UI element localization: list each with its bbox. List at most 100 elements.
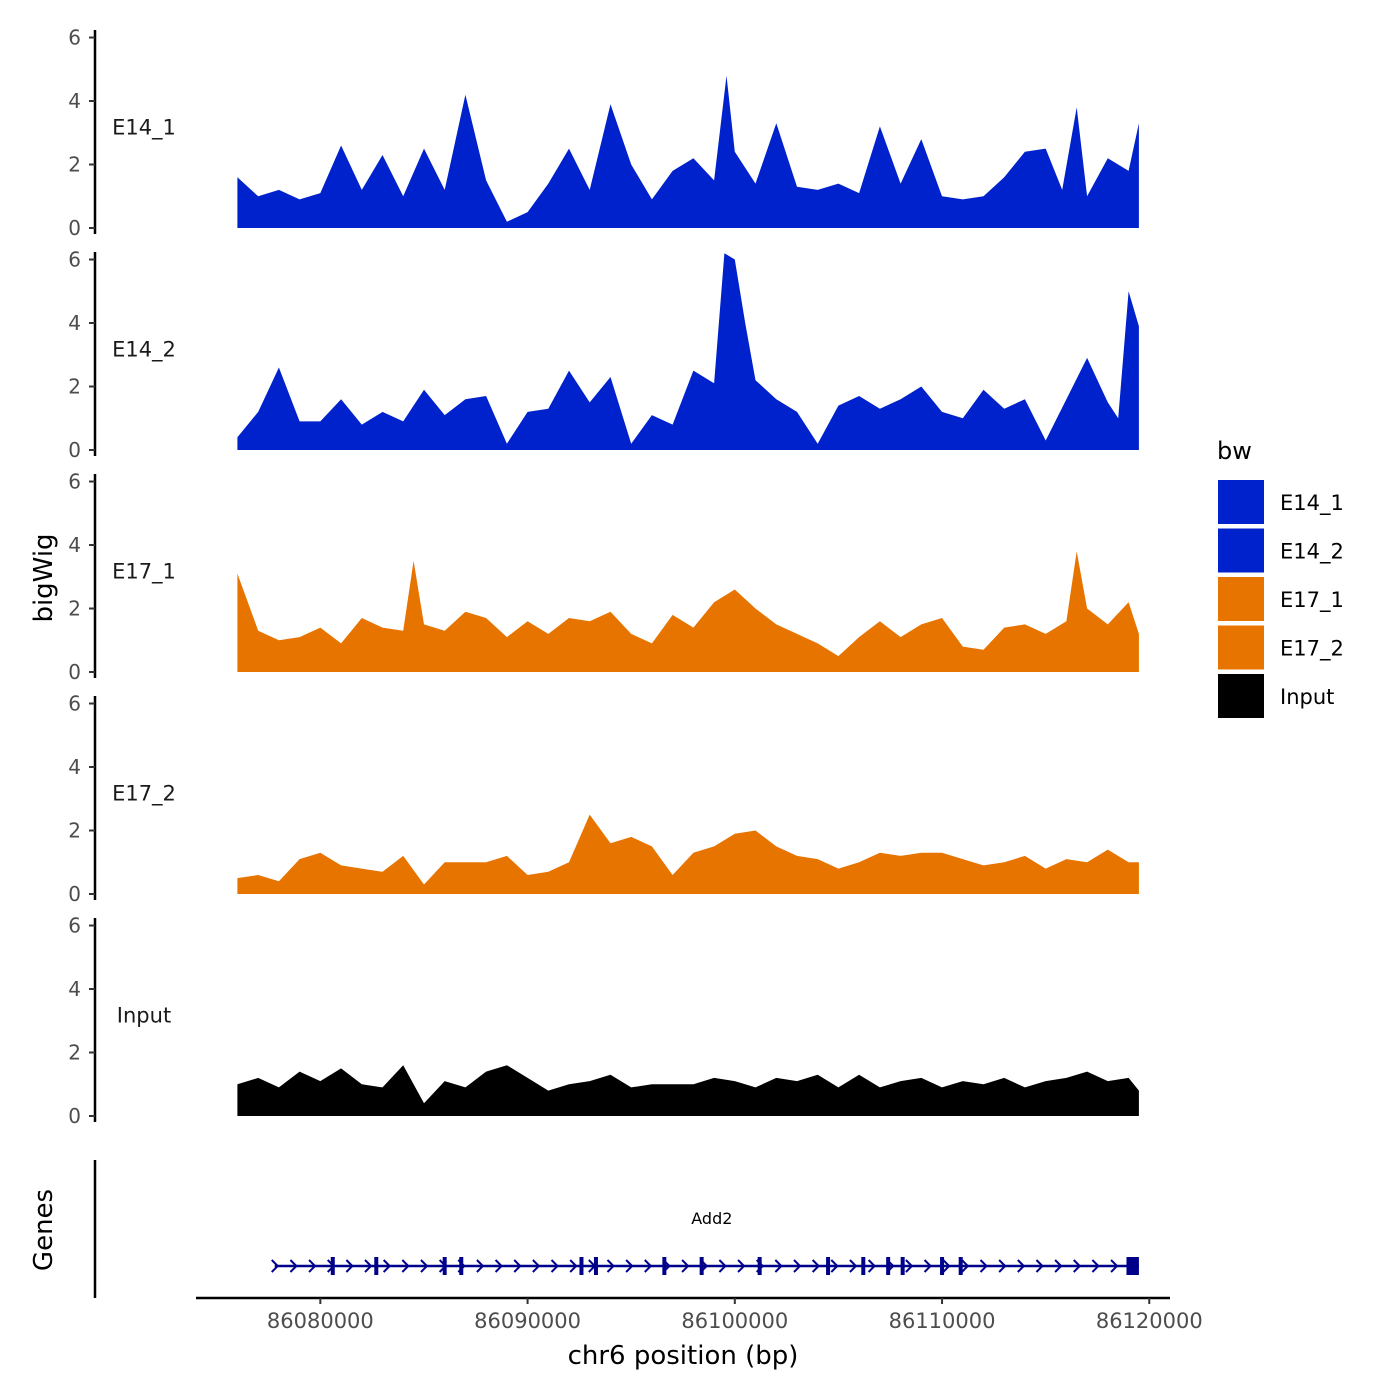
legend-label: E17_2 xyxy=(1280,637,1344,662)
y-axis-label: bigWig xyxy=(29,533,59,622)
gene-exon xyxy=(459,1257,464,1275)
gene-exon xyxy=(330,1257,335,1275)
strand-arrow xyxy=(942,1259,951,1273)
track-label: Input xyxy=(117,1003,171,1027)
track-label: E14_1 xyxy=(112,115,176,140)
gene-exon xyxy=(442,1257,447,1275)
signal-area-e17-1 xyxy=(237,551,1139,672)
signal-area-e17-2 xyxy=(237,814,1139,894)
y-tick-label: 0 xyxy=(68,438,81,462)
x-tick-label: 86090000 xyxy=(474,1309,581,1333)
legend-key-e14-1 xyxy=(1218,480,1264,524)
x-tick-label: 86100000 xyxy=(681,1309,788,1333)
y-tick-label: 2 xyxy=(68,597,81,621)
strand-arrow xyxy=(1110,1259,1119,1273)
signal-area-e14-1 xyxy=(237,75,1139,228)
y-tick-label: 4 xyxy=(68,977,81,1001)
y-tick-label: 4 xyxy=(68,755,81,779)
x-tick-label: 86110000 xyxy=(889,1309,996,1333)
track-panel-e17-1: 0 2 4 6 E17_1 xyxy=(68,470,1139,684)
gene-exon xyxy=(826,1257,831,1275)
signal-area-input xyxy=(237,1065,1139,1116)
y-tick-label: 0 xyxy=(68,882,81,906)
strand-arrow xyxy=(1091,1259,1100,1273)
track-panel-e14-2: 0 2 4 6 E14_2 xyxy=(68,248,1139,462)
gene-exon xyxy=(699,1257,704,1275)
strand-arrow xyxy=(998,1259,1007,1273)
strand-arrow xyxy=(345,1259,354,1273)
gene-exon xyxy=(662,1257,667,1275)
gene-exon xyxy=(886,1257,891,1275)
genes-track-label: Genes xyxy=(29,1189,59,1271)
strand-arrow xyxy=(1035,1259,1044,1273)
strand-arrow xyxy=(382,1259,392,1273)
strand-arrow xyxy=(961,1259,970,1273)
strand-arrow xyxy=(1054,1259,1063,1273)
strand-arrow xyxy=(774,1259,783,1273)
legend-key-input xyxy=(1218,674,1264,718)
y-tick-label: 4 xyxy=(68,311,81,335)
gene-exon xyxy=(958,1257,963,1275)
strand-arrow xyxy=(1017,1259,1026,1273)
gene-utr-block xyxy=(1126,1257,1139,1275)
y-tick-label: 4 xyxy=(68,533,81,557)
strand-arrow xyxy=(625,1259,634,1273)
y-tick-label: 0 xyxy=(68,1104,81,1128)
y-tick-label: 0 xyxy=(68,216,81,240)
y-tick-label: 6 xyxy=(68,470,81,494)
strand-arrow xyxy=(606,1259,615,1273)
gene-exon xyxy=(940,1257,945,1275)
track-label: E17_1 xyxy=(112,559,176,584)
strand-arrow xyxy=(271,1259,280,1273)
legend-title: bw xyxy=(1217,437,1252,465)
legend-label: E14_1 xyxy=(1280,491,1344,516)
strand-arrow xyxy=(737,1259,746,1273)
strand-arrow xyxy=(811,1259,821,1273)
legend-label: Input xyxy=(1280,685,1334,709)
strand-arrow xyxy=(905,1259,914,1273)
strand-arrow xyxy=(1073,1259,1082,1273)
legend-label: E17_1 xyxy=(1280,588,1344,613)
y-tick-label: 2 xyxy=(68,153,81,177)
strand-arrow xyxy=(476,1259,485,1273)
track-panel-input: 0 2 4 6 Input xyxy=(68,914,1139,1128)
strand-arrow xyxy=(494,1259,503,1273)
signal-area-e14-2 xyxy=(237,253,1139,450)
strand-arrow xyxy=(308,1259,317,1273)
gene-exon xyxy=(900,1257,905,1275)
strand-arrow xyxy=(532,1259,541,1273)
track-panel-e17-2: 0 2 4 6 E17_2 xyxy=(68,692,1139,906)
strand-arrow xyxy=(830,1259,839,1273)
x-tick-label: 86120000 xyxy=(1096,1309,1203,1333)
gene-exon xyxy=(579,1257,584,1275)
y-tick-label: 2 xyxy=(68,819,81,843)
strand-arrow xyxy=(793,1259,802,1273)
strand-arrow xyxy=(513,1259,522,1273)
y-tick-label: 6 xyxy=(68,248,81,272)
y-tick-label: 6 xyxy=(68,692,81,716)
strand-arrow xyxy=(681,1259,690,1273)
strand-arrow xyxy=(289,1259,298,1273)
y-tick-label: 4 xyxy=(68,89,81,113)
y-tick-label: 6 xyxy=(68,914,81,938)
strand-arrow xyxy=(979,1259,988,1273)
strand-arrow xyxy=(550,1259,559,1273)
x-tick-label: 86080000 xyxy=(267,1309,374,1333)
gene-exon xyxy=(861,1257,866,1275)
y-tick-label: 0 xyxy=(68,660,81,684)
legend-key-e14-2 xyxy=(1218,528,1264,573)
strand-arrow xyxy=(849,1259,858,1273)
legend-label: E14_2 xyxy=(1280,540,1344,565)
track-label: E14_2 xyxy=(112,337,176,362)
track-label: E17_2 xyxy=(112,781,176,806)
legend-key-e17-1 xyxy=(1218,577,1264,621)
gene-name-label: Add2 xyxy=(691,1209,732,1228)
y-tick-label: 2 xyxy=(68,375,81,399)
y-tick-label: 2 xyxy=(68,1041,81,1065)
strand-arrow xyxy=(364,1259,373,1273)
gene-exon xyxy=(757,1257,762,1275)
strand-arrow xyxy=(569,1259,578,1273)
legend-key-e17-2 xyxy=(1218,625,1264,670)
strand-arrow xyxy=(867,1259,876,1273)
